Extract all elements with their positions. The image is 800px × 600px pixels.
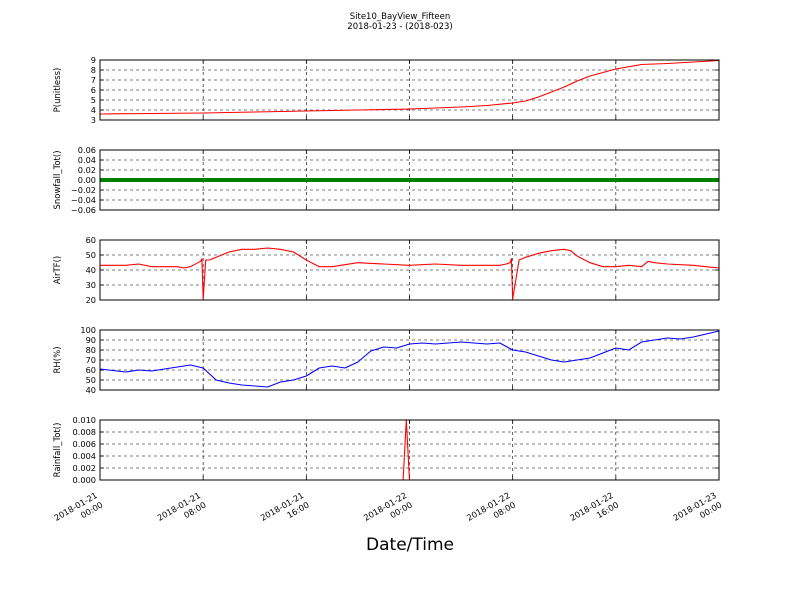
y-axis-label: Rainfall_Tot(): [53, 423, 63, 478]
y-tick-label: 5: [91, 95, 96, 105]
y-tick-label: 0.008: [73, 427, 96, 437]
y-tick-label: 9: [91, 55, 96, 65]
series-line: [99, 59, 720, 115]
y-tick-label: 0.06: [78, 145, 96, 155]
y-axis-label: AirTF(): [53, 256, 63, 284]
y-tick-label: 0.04: [78, 155, 96, 165]
y-tick-label: 3: [91, 115, 96, 125]
y-tick-label: 30: [86, 280, 96, 290]
x-tick-label: 2018-01-2208:00: [465, 490, 517, 532]
y-tick-label: 80: [86, 345, 96, 355]
axes-frame: [99, 239, 720, 301]
y-tick-label: 90: [86, 335, 96, 345]
x-tick-label: 2018-01-2200:00: [362, 490, 414, 532]
y-tick-label: 0.010: [73, 415, 96, 425]
x-tick-label: 2018-01-2300:00: [671, 490, 723, 532]
y-tick-label: 0.00: [78, 175, 96, 185]
y-tick-label: 50: [86, 250, 96, 260]
panel-2: −0.06−0.04−0.020.000.020.040.06 Snowfall_…: [53, 145, 720, 215]
y-tick-label: 100: [80, 325, 96, 335]
axes-frame: [99, 149, 720, 211]
x-tick-label: 2018-01-2100:00: [52, 490, 104, 532]
y-axis-label: P(unitless): [53, 68, 63, 113]
y-tick-label: −0.06: [71, 205, 96, 215]
y-tick-label: 6: [91, 85, 96, 95]
series-line: [100, 247, 720, 300]
chart-title: Site10_BayView_Fifteen: [350, 12, 451, 22]
x-tick-label: 2018-01-2108:00: [155, 490, 207, 532]
y-tick-label: 0.002: [73, 463, 96, 473]
axes-frame: [99, 59, 720, 121]
panel-3: 20 30 40 50 60 AirTF(): [53, 235, 720, 305]
panel-5: 0.000 0.002 0.004 0.006 0.008 0.010 Rainfall_T…: [53, 415, 720, 485]
y-tick-label: 70: [86, 355, 96, 365]
y-tick-label: 20: [86, 295, 96, 305]
y-tick-label: 40: [86, 265, 96, 275]
y-tick-label: 7: [91, 75, 96, 85]
y-tick-label: 0.02: [78, 165, 96, 175]
y-tick-label: −0.02: [71, 185, 96, 195]
y-tick-label: 60: [86, 365, 96, 375]
y-tick-label: 40: [86, 385, 96, 395]
y-tick-label: 50: [86, 375, 96, 385]
y-tick-label: 0.000: [73, 475, 96, 485]
chart-subtitle: 2018-01-23 - (2018-023): [347, 22, 452, 32]
axes-frame: [99, 419, 720, 481]
axes-frame: [99, 329, 720, 391]
x-axis-label: Date/Time: [366, 535, 454, 555]
y-tick-label: 0.004: [73, 451, 96, 461]
y-tick-label: 8: [91, 65, 96, 75]
y-tick-label: 60: [86, 235, 96, 245]
y-tick-label: −0.04: [71, 195, 96, 205]
y-axis-label: Snowfall_Tot(): [53, 150, 63, 209]
y-tick-label: 0.006: [73, 439, 96, 449]
x-tick-label: 2018-01-2116:00: [259, 490, 311, 532]
y-tick-label: 4: [91, 105, 96, 115]
series-line: [99, 330, 720, 388]
y-axis-label: RH(%): [53, 346, 63, 373]
x-tick-label: 2018-01-2216:00: [568, 490, 620, 532]
